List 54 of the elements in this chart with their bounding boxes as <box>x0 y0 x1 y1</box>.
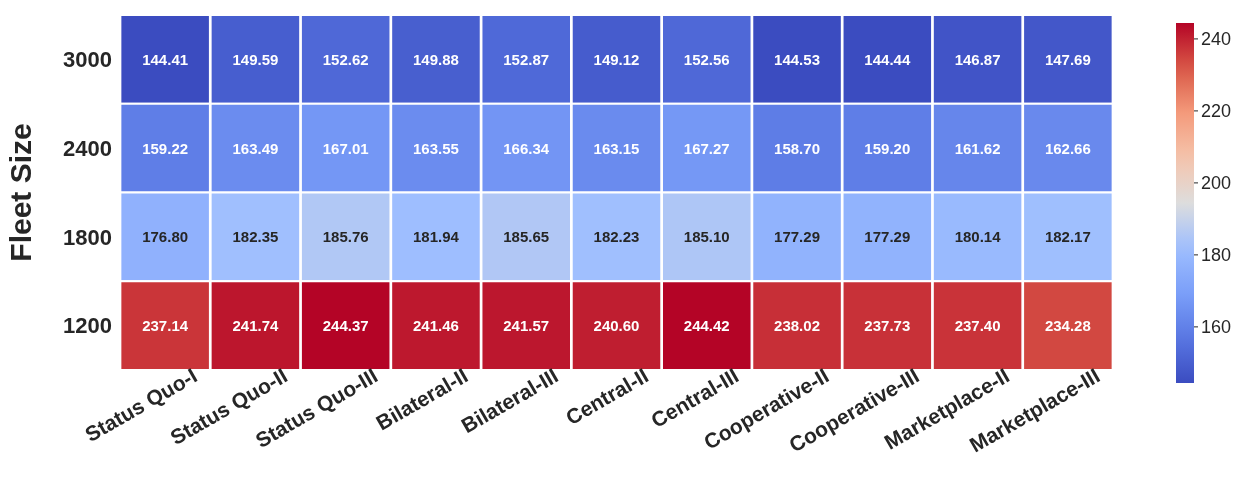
data-label: 241.57 <box>503 317 550 335</box>
data-label: 237.14 <box>142 317 189 335</box>
data-label: 182.17 <box>1044 228 1091 246</box>
data-label: 163.49 <box>232 139 279 157</box>
data-label: 181.94 <box>413 228 460 246</box>
data-label: 149.88 <box>413 50 459 68</box>
color-bar-label: 240 <box>1201 28 1232 49</box>
data-label: 146.87 <box>954 50 1001 68</box>
data-label: 182.35 <box>232 228 279 246</box>
data-label: 163.55 <box>413 139 459 157</box>
data-label: 238.02 <box>774 317 820 335</box>
data-label: 149.59 <box>232 50 279 68</box>
data-label: 167.01 <box>322 139 369 157</box>
data-label: 241.74 <box>232 317 279 335</box>
data-label: 244.42 <box>683 317 730 335</box>
data-label: 176.80 <box>142 228 189 246</box>
color-bar-label: 180 <box>1201 244 1232 265</box>
data-label: 166.34 <box>503 139 550 157</box>
data-label: 144.44 <box>864 50 911 68</box>
y-tick-label: 1200 <box>63 313 112 339</box>
data-label: 177.29 <box>774 228 820 246</box>
data-label: 144.53 <box>774 50 820 68</box>
y-tick-label: 1800 <box>63 224 112 250</box>
data-label: 159.22 <box>142 139 189 157</box>
y-tick-label: 3000 <box>63 47 112 73</box>
data-label: 185.76 <box>322 228 369 246</box>
data-label: 237.73 <box>864 317 911 335</box>
data-label: 152.56 <box>683 50 730 68</box>
data-label: 144.41 <box>142 50 189 68</box>
color-bar-label: 220 <box>1201 100 1232 121</box>
data-label: 147.69 <box>1044 50 1091 68</box>
color-bar-label: 160 <box>1201 316 1232 337</box>
data-label: 159.20 <box>864 139 911 157</box>
data-label: 185.65 <box>503 228 550 246</box>
data-label: 162.66 <box>1044 139 1091 157</box>
y-axis-title: Fleet Size <box>3 123 37 262</box>
data-label: 244.37 <box>322 317 369 335</box>
data-label: 180.14 <box>954 228 1002 246</box>
data-label: 163.15 <box>593 139 640 157</box>
data-label: 161.62 <box>954 139 1001 157</box>
data-label: 241.46 <box>413 317 459 335</box>
color-bar-label: 200 <box>1201 172 1232 193</box>
data-label: 167.27 <box>683 139 730 157</box>
data-label: 237.40 <box>954 317 1001 335</box>
data-label: 240.60 <box>593 317 640 335</box>
data-label: 182.23 <box>593 228 640 246</box>
data-label: 158.70 <box>774 139 820 157</box>
data-label: 149.12 <box>593 50 640 68</box>
data-label: 185.10 <box>683 228 730 246</box>
data-label: 152.87 <box>503 50 550 68</box>
data-label: 152.62 <box>322 50 369 68</box>
data-label: 177.29 <box>864 228 911 246</box>
data-label: 234.28 <box>1044 317 1091 335</box>
y-tick-label: 2400 <box>63 135 112 161</box>
